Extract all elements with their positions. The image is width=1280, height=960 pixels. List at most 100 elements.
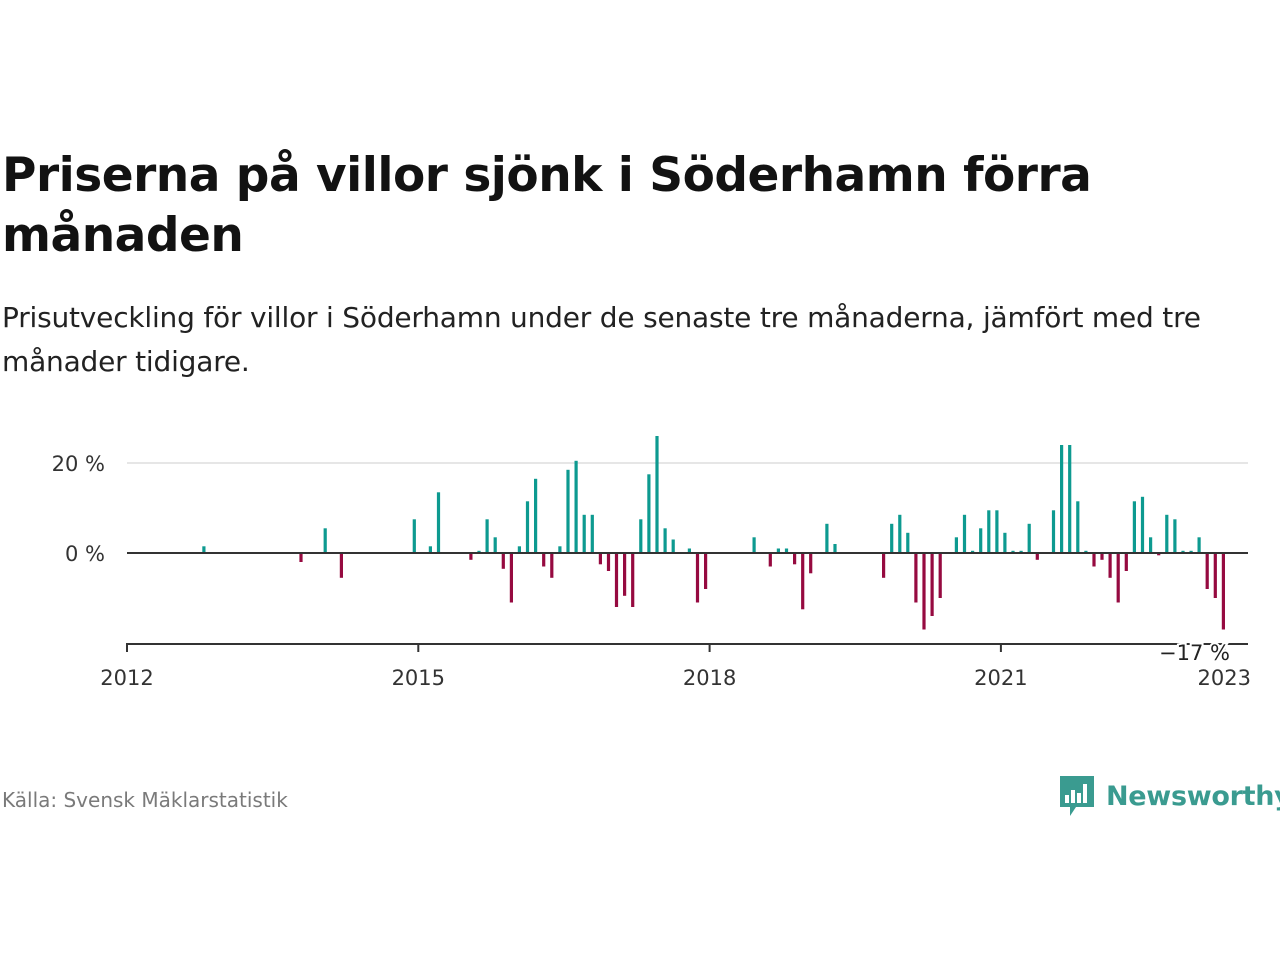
bar <box>704 553 708 589</box>
bar <box>436 492 441 554</box>
bar <box>1084 550 1088 554</box>
bar <box>1213 553 1217 598</box>
bar <box>1076 501 1080 554</box>
bar <box>938 553 942 598</box>
bar <box>962 514 967 554</box>
bar <box>339 553 343 578</box>
bar <box>469 553 473 560</box>
bar <box>882 553 886 578</box>
bar <box>525 501 530 554</box>
bar <box>1011 550 1015 554</box>
bar <box>914 553 918 603</box>
bar <box>558 546 562 554</box>
bar <box>695 553 700 603</box>
bar <box>534 478 538 554</box>
bar <box>493 537 497 554</box>
bar <box>1197 537 1201 554</box>
bar <box>598 553 602 565</box>
bar <box>1019 550 1023 554</box>
brand-name: Newsworthy <box>1106 780 1280 812</box>
bar <box>639 519 643 554</box>
bar <box>671 539 675 553</box>
bar <box>623 553 627 596</box>
x-tick-label: 2023 <box>1198 666 1251 690</box>
bar <box>574 460 578 554</box>
bar <box>930 553 934 616</box>
bar <box>582 514 586 554</box>
bar <box>1132 501 1136 554</box>
bar <box>485 519 489 554</box>
bar <box>898 514 902 554</box>
bar <box>906 532 910 554</box>
bar <box>922 553 926 630</box>
bar <box>614 553 619 607</box>
bar <box>801 553 805 610</box>
bar <box>793 553 797 565</box>
chart-subtitle: Prisutveckling för villor i Söderhamn un… <box>2 301 1201 378</box>
bar <box>412 519 416 554</box>
bar <box>1027 523 1031 554</box>
bar <box>590 514 594 554</box>
bar <box>1100 553 1104 560</box>
bar <box>542 553 546 567</box>
bar <box>477 550 481 554</box>
bar <box>987 510 991 554</box>
bar <box>825 523 829 554</box>
bar <box>979 528 983 554</box>
bar <box>1124 553 1128 571</box>
bar <box>1108 553 1112 578</box>
y-tick-label: 0 % <box>65 542 105 566</box>
bar <box>663 528 667 554</box>
bar <box>752 537 756 554</box>
x-tick-label: 2018 <box>683 666 736 690</box>
bar <box>1181 550 1185 554</box>
last-value-annotation: −17 % <box>1159 641 1230 665</box>
bar <box>655 436 659 553</box>
bar-chart: 20 % 0 % 2012 2015 2018 2021 2023−17 % <box>52 436 1251 690</box>
bar <box>784 548 789 553</box>
source-note: Källa: Svensk Mäklarstatistik <box>2 788 288 812</box>
bar <box>1157 553 1161 556</box>
bar <box>1205 553 1209 589</box>
bar <box>1051 510 1056 554</box>
x-tick-label: 2015 <box>392 666 445 690</box>
bar <box>202 546 206 554</box>
bar <box>1140 496 1145 554</box>
bar <box>550 553 554 578</box>
chart-title: Priserna på villor sjönk i Söderhamn för… <box>2 148 1092 263</box>
bar <box>1060 445 1064 553</box>
bar <box>1189 550 1193 554</box>
bar <box>631 553 635 607</box>
brand-logo: Newsworthy <box>1058 773 1280 819</box>
bar <box>606 553 611 571</box>
bar <box>1116 553 1120 603</box>
bar <box>890 523 894 554</box>
bar <box>954 537 958 554</box>
x-tick-label: 2021 <box>974 666 1027 690</box>
bar <box>509 553 513 603</box>
bar <box>1173 519 1177 554</box>
bar <box>833 544 837 553</box>
bar <box>971 550 975 554</box>
bar <box>647 474 651 554</box>
bar <box>687 548 691 553</box>
bar <box>776 548 780 553</box>
newsworthy-bar-chart-icon <box>1060 776 1094 816</box>
bar <box>1003 532 1007 554</box>
bar <box>299 553 303 562</box>
bar <box>768 553 772 567</box>
bar <box>809 553 813 574</box>
x-tick-label: 2012 <box>100 666 153 690</box>
bar <box>501 553 505 569</box>
bar <box>1221 553 1225 630</box>
bar <box>323 528 327 554</box>
bar <box>428 546 432 554</box>
bar <box>1165 514 1169 554</box>
bar <box>1068 445 1072 553</box>
bar <box>1092 553 1096 567</box>
bar <box>1149 537 1153 554</box>
bar <box>1035 553 1039 560</box>
bar <box>566 469 570 554</box>
y-tick-label: 20 % <box>52 452 105 476</box>
bar <box>995 510 999 554</box>
